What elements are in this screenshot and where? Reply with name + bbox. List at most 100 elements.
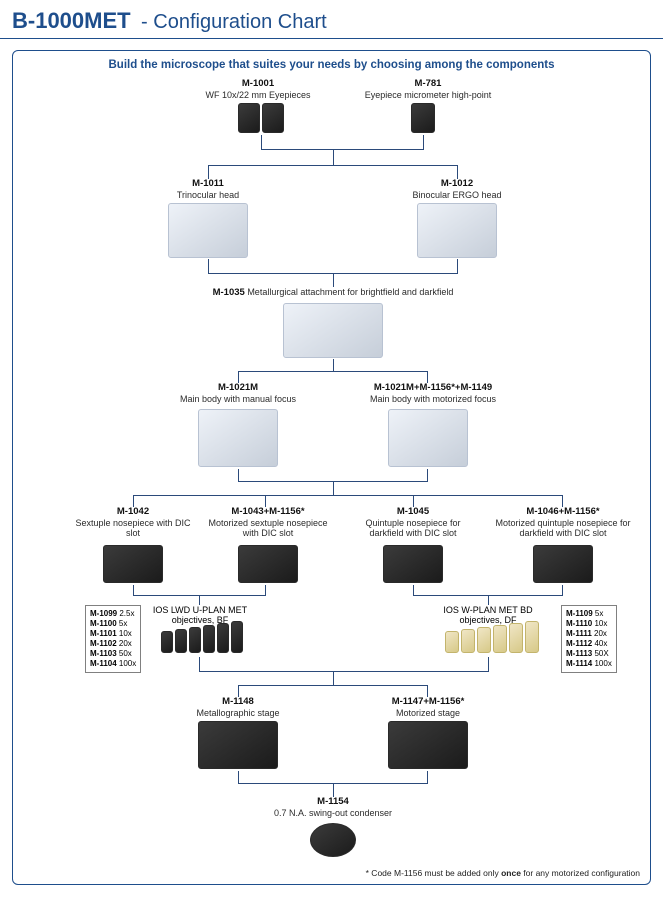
code: M-1046+M-1156*	[493, 507, 633, 518]
title-bar: B-1000MET - Configuration Chart	[0, 0, 663, 39]
stage-met-img	[198, 721, 278, 769]
connector	[208, 165, 209, 179]
comp-condenser: M-1154 0.7 N.A. swing-out condenser	[253, 797, 413, 818]
condenser-img	[310, 823, 356, 857]
connector	[427, 771, 428, 783]
desc: Trinocular head	[148, 190, 268, 200]
connector	[265, 585, 266, 595]
desc: Binocular ERGO head	[397, 190, 517, 200]
comp-eyepiece-mic: M-781 Eyepiece micrometer high-point	[343, 79, 513, 100]
objective-entry: M-1101 10x	[90, 629, 136, 639]
desc: Metallographic stage	[178, 708, 298, 718]
comp-nose-1043: M-1043+M-1156* Motorized sextuple nosepi…	[203, 507, 333, 539]
desc: Motorized quintuple nosepiece for darkfi…	[493, 518, 633, 539]
objective-img	[189, 627, 201, 653]
connector	[488, 595, 489, 605]
connector	[208, 259, 209, 273]
nose-img	[383, 545, 443, 583]
code: M-1021M+M-1156*+M-1149	[353, 383, 513, 394]
attach-img	[283, 303, 383, 358]
connector	[261, 135, 262, 149]
connector	[562, 585, 563, 595]
connector	[199, 657, 200, 671]
objective-entry: M-1102 20x	[90, 639, 136, 649]
desc: 0.7 N.A. swing-out condenser	[253, 808, 413, 818]
objective-img	[203, 625, 215, 653]
connector	[238, 771, 239, 783]
desc: Sextuple nosepiece with DIC slot	[73, 518, 193, 539]
objective-img	[161, 631, 173, 653]
objective-entry: M-1113 50X	[566, 649, 612, 659]
connector	[133, 495, 563, 496]
nose-img	[238, 545, 298, 583]
connector	[333, 671, 334, 685]
code: M-1042	[73, 507, 193, 518]
objective-img	[525, 621, 539, 653]
objective-entry: M-1103 50x	[90, 649, 136, 659]
code: M-1148	[178, 697, 298, 708]
connector	[423, 135, 424, 149]
connector	[208, 165, 458, 166]
desc: Main body with motorized focus	[353, 394, 513, 404]
objective-img	[477, 627, 491, 653]
connector	[427, 469, 428, 481]
connector	[133, 585, 134, 595]
objective-entry: M-1100 5x	[90, 619, 136, 629]
desc: Motorized stage	[368, 708, 488, 718]
comp-head-trin: M-1011 Trinocular head	[148, 179, 268, 200]
title-main: B-1000MET	[12, 8, 131, 33]
connector	[238, 371, 428, 372]
objective-entry: M-1099 2.5x	[90, 609, 136, 619]
objective-img	[493, 625, 507, 653]
connector	[333, 359, 334, 371]
objective-entry: M-1109 5x	[566, 609, 612, 619]
footnote: * Code M-1156 must be added only once fo…	[366, 868, 640, 878]
tagline: Build the microscope that suites your ne…	[13, 51, 650, 71]
obj-df-list: M-1109 5xM-1110 10xM-1111 20xM-1112 40xM…	[561, 605, 617, 673]
connector	[457, 259, 458, 273]
code: M-1021M	[168, 383, 308, 394]
code: M-1043+M-1156*	[203, 507, 333, 518]
comp-nose-1045: M-1045 Quintuple nosepiece for darkfield…	[348, 507, 478, 539]
code: M-1154	[253, 797, 413, 808]
desc: Quintuple nosepiece for darkfield with D…	[348, 518, 478, 539]
connector	[238, 685, 428, 686]
connector	[333, 149, 334, 165]
objective-img	[509, 623, 523, 653]
objective-entry: M-1111 20x	[566, 629, 612, 639]
objective-img	[217, 623, 229, 653]
code: M-1001	[183, 79, 333, 90]
comp-stage-met: M-1148 Metallographic stage	[178, 697, 298, 718]
comp-body-motor: M-1021M+M-1156*+M-1149 Main body with mo…	[353, 383, 513, 404]
desc: Eyepiece micrometer high-point	[343, 90, 513, 100]
objective-entry: M-1110 10x	[566, 619, 612, 629]
chart-content: Build the microscope that suites your ne…	[13, 51, 650, 884]
body-manual-img	[198, 409, 278, 467]
comp-body-manual: M-1021M Main body with manual focus	[168, 383, 308, 404]
footnote-prefix: * Code M-1156 must be added only	[366, 868, 501, 878]
code: M-1147+M-1156*	[368, 697, 488, 708]
connector	[333, 783, 334, 797]
footnote-suffix: for any motorized configuration	[521, 868, 640, 878]
objective-img	[175, 629, 187, 653]
comp-attach: M-1035 Metallurgical attachment for brig…	[173, 287, 493, 299]
connector	[333, 273, 334, 287]
objective-entry: M-1112 40x	[566, 639, 612, 649]
footnote-bold: once	[501, 868, 521, 878]
chart-frame: B-1000MET Build the microscope that suit…	[12, 50, 651, 885]
nose-img	[103, 545, 163, 583]
comp-stage-motor: M-1147+M-1156* Motorized stage	[368, 697, 488, 718]
code: M-1012	[397, 179, 517, 190]
connector	[199, 671, 489, 672]
code: M-1011	[148, 179, 268, 190]
body-motor-img	[388, 409, 468, 467]
connector	[333, 481, 334, 495]
objective-entry: M-1114 100x	[566, 659, 612, 669]
code: M-1035	[213, 287, 245, 298]
watermark-text: B-1000MET	[0, 337, 7, 894]
connector	[261, 149, 424, 150]
nose-img	[533, 545, 593, 583]
objective-img	[445, 631, 459, 653]
title-sub: - Configuration Chart	[141, 11, 327, 33]
connector	[488, 657, 489, 671]
